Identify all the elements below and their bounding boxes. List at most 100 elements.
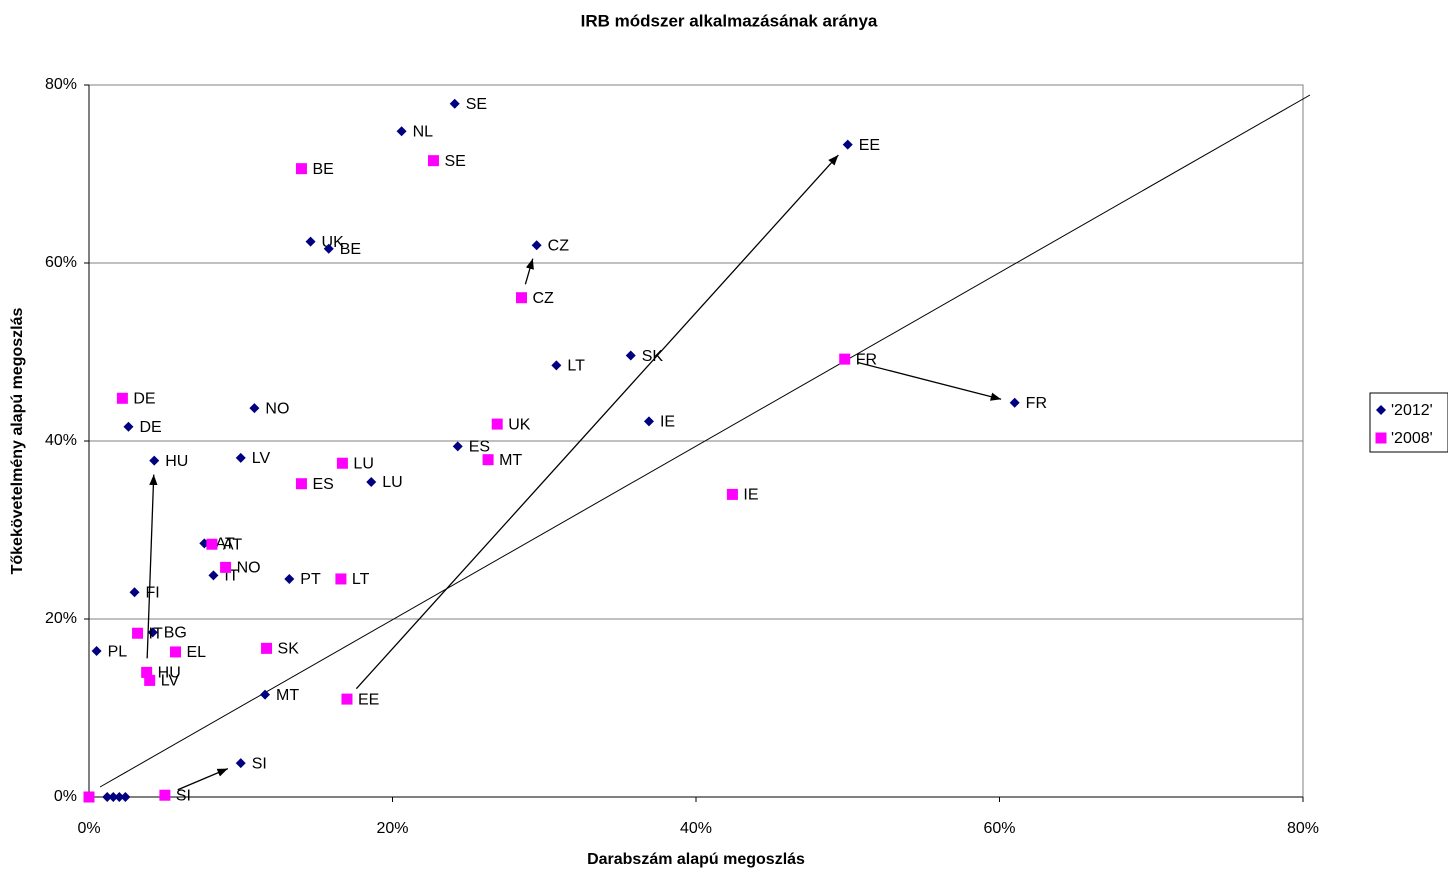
x-tick-label: 60% [983, 820, 1015, 837]
change-arrow [858, 361, 1002, 401]
point-label: AT [223, 536, 242, 553]
x-tick-label: 20% [376, 820, 408, 837]
point [726, 488, 738, 500]
point-label: EE [859, 137, 880, 154]
point-label: NO [265, 400, 289, 417]
point [625, 350, 636, 361]
point [206, 538, 218, 550]
point [169, 646, 181, 658]
point-label: SE [444, 153, 465, 170]
x-axis-title: Darabszám alapú megoszlás [587, 851, 805, 868]
point-label: HU [158, 665, 181, 682]
change-arrow [177, 768, 229, 791]
point [551, 360, 562, 371]
point [842, 139, 853, 150]
point-label: MT [499, 452, 522, 469]
point [491, 418, 503, 430]
y-tick-label: 60% [45, 254, 77, 271]
point [643, 416, 654, 427]
point-label: LT [352, 571, 370, 588]
point-label: ES [312, 476, 333, 493]
point-label: SI [252, 755, 267, 772]
point-label: FR [1026, 395, 1047, 412]
y-tick-label: 20% [45, 610, 77, 627]
chart-title: IRB módszer alkalmazásának aránya [581, 11, 878, 30]
point-label: LT [567, 358, 585, 375]
point-label: HU [165, 453, 188, 470]
point [260, 689, 271, 700]
point [336, 457, 348, 469]
point-label: ES [469, 439, 490, 456]
point-label: EL [186, 644, 206, 661]
point [396, 126, 407, 137]
y-tick-label: 80% [45, 76, 77, 93]
point [366, 476, 377, 487]
point [452, 441, 463, 452]
point [449, 98, 460, 109]
point-label: DE [139, 419, 161, 436]
point [208, 570, 219, 581]
point [482, 454, 494, 466]
point [144, 674, 156, 686]
point-label: BE [340, 241, 361, 258]
legend-marker [1375, 432, 1387, 444]
point [114, 792, 125, 802]
point-label: BG [164, 625, 187, 642]
point [83, 791, 95, 803]
change-arrow [355, 154, 839, 690]
point [116, 392, 128, 404]
point [284, 573, 295, 584]
point-label: MT [276, 687, 299, 704]
point-label: IE [743, 487, 758, 504]
point [249, 403, 260, 414]
point-label: SK [642, 348, 664, 365]
point [839, 353, 851, 365]
point [341, 693, 353, 705]
point-label: PT [300, 571, 321, 588]
point-label: AT [215, 536, 234, 553]
point-label: UK [508, 416, 531, 433]
point-label: FR [856, 351, 877, 368]
point [149, 455, 160, 466]
y-tick-label: 40% [45, 432, 77, 449]
point-label: LU [353, 455, 373, 472]
point [220, 561, 232, 573]
point-label: CZ [548, 237, 570, 254]
point-label: SI [176, 787, 191, 804]
point [108, 792, 119, 802]
point [261, 642, 273, 654]
point [335, 573, 347, 585]
legend-label: '2012' [1391, 402, 1433, 419]
legend-label: '2008' [1391, 430, 1433, 447]
point [427, 155, 439, 167]
legend-marker [1376, 405, 1386, 415]
point-label: IT [149, 625, 163, 642]
point-label: SE [466, 96, 487, 113]
change-arrow [524, 258, 534, 285]
point [159, 789, 171, 801]
point-label: EE [358, 691, 379, 708]
change-arrow [146, 474, 158, 659]
point [295, 478, 307, 490]
point [305, 236, 316, 247]
point [531, 240, 542, 251]
point-label: SK [278, 641, 300, 658]
point [295, 163, 307, 175]
point [123, 421, 134, 432]
point-label: LV [252, 450, 271, 467]
point [102, 792, 113, 802]
point-label: NL [413, 123, 434, 140]
point-label: FI [146, 585, 160, 602]
reference-line [99, 94, 1311, 788]
point-label: CZ [532, 290, 554, 307]
point [91, 646, 102, 657]
point [235, 758, 246, 769]
x-tick-label: 0% [77, 820, 100, 837]
point [120, 792, 131, 802]
x-tick-label: 80% [1287, 820, 1319, 837]
point [235, 452, 246, 463]
point [141, 666, 153, 678]
point [515, 292, 527, 304]
point-label: IE [660, 414, 675, 431]
